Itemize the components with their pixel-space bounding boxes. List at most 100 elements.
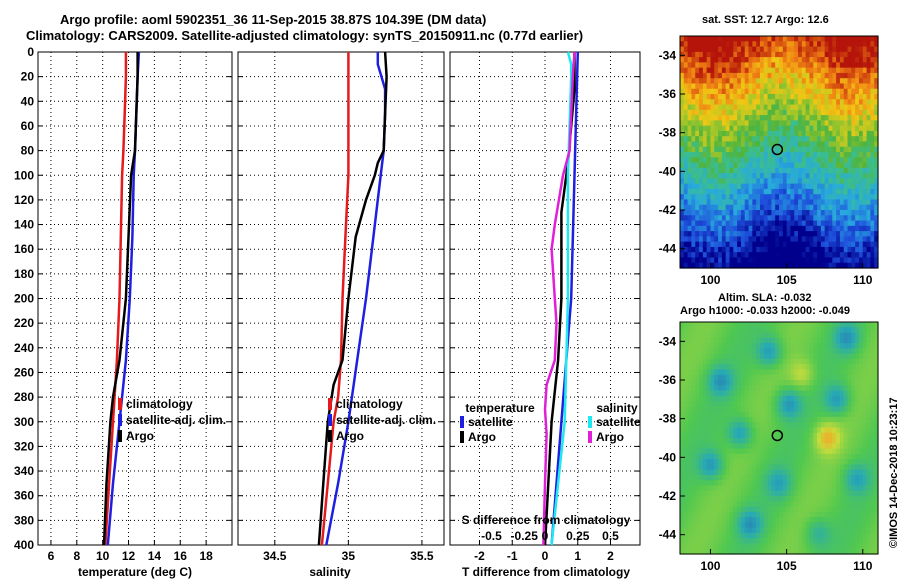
x-tick-label: -1 <box>507 549 518 563</box>
sla-map-lat-tick-label: -36 <box>659 373 677 387</box>
legend-title-temperature: temperature <box>465 401 535 415</box>
x-tick-label: 35 <box>342 549 356 563</box>
sla-map-lon-tick-label: 110 <box>853 559 873 573</box>
x-tick-label: 10 <box>96 549 110 563</box>
sla-map-lat-tick-label: -34 <box>659 334 677 348</box>
sst-map-lat-tick-label: -38 <box>659 126 677 140</box>
x-tick-label: 35.5 <box>410 549 434 563</box>
sst-map-lat-tick-label: -44 <box>659 242 677 256</box>
x-tick-label-salinity-diff: -0.5 <box>481 529 502 543</box>
sst-map-argo-marker <box>771 143 784 156</box>
legend-swatch <box>118 430 122 442</box>
legend-swatch <box>328 430 332 442</box>
legend-label: climatology <box>336 397 403 411</box>
series-line-argo <box>102 52 139 546</box>
legend-label: climatology <box>126 397 193 411</box>
sst-panel-title: sat. SST: 12.7 Argo: 12.6 <box>702 14 829 26</box>
sla-map-lon-tick-label: 100 <box>700 559 720 573</box>
legend-label: satellite <box>596 415 641 429</box>
header-line1: Argo profile: aoml 5902351_36 11-Sep-201… <box>60 12 487 27</box>
x-tick-label: 8 <box>73 549 80 563</box>
depth-tick-label: 360 <box>14 489 34 503</box>
depth-tick-label: 120 <box>14 193 34 207</box>
depth-tick-label: 100 <box>14 168 34 182</box>
depth-tick-label: 240 <box>14 341 34 355</box>
sst-map-lat-tick-label: -40 <box>659 164 677 178</box>
sla-map-lon-tick-label: 105 <box>777 559 797 573</box>
sst-map-lon-tick-label: 110 <box>853 273 873 287</box>
x-tick-label-salinity-diff: -0.25 <box>511 529 539 543</box>
legend-label: Argo <box>596 430 624 444</box>
x-tick-label: 1 <box>574 549 581 563</box>
depth-tick-label: 400 <box>14 538 34 552</box>
depth-tick-label: 220 <box>14 316 34 330</box>
sst-map-lat-tick-label: -34 <box>659 48 677 62</box>
depth-tick-label: 160 <box>14 242 34 256</box>
x-tick-label: 2 <box>607 549 614 563</box>
depth-tick-label: 200 <box>14 292 34 306</box>
series-line-climatology <box>104 52 128 546</box>
series-line-climatology <box>320 52 350 546</box>
sla-map-argo-marker <box>771 429 784 442</box>
x-axis-label-s-difference: S difference from climatology <box>462 513 631 527</box>
legend-swatch <box>118 414 122 426</box>
sst-map-heatmap-cells <box>680 36 879 269</box>
legend-swatch <box>588 431 592 443</box>
legend-title-salinity: salinity <box>596 401 638 415</box>
legend-label: satellite-adj. clim. <box>336 413 436 427</box>
depth-tick-label: 20 <box>21 70 35 84</box>
sst-map-frame <box>679 35 879 269</box>
legend-label: Argo <box>468 430 496 444</box>
legend-label: satellite <box>468 415 513 429</box>
legend-swatch <box>460 431 464 443</box>
x-tick-label: 16 <box>174 549 188 563</box>
sst-map-lon-tick-label: 100 <box>700 273 720 287</box>
legend-label: Argo <box>126 429 154 443</box>
x-tick-label: 12 <box>122 549 136 563</box>
depth-tick-label: 340 <box>14 464 34 478</box>
series-line-salinity-satellite <box>550 51 573 546</box>
x-tick-label: 14 <box>148 549 162 563</box>
series-line-temperature-satellite <box>550 51 580 546</box>
x-tick-label: 18 <box>199 549 213 563</box>
depth-tick-label: 40 <box>21 94 35 108</box>
x-axis-label-salinity: salinity <box>309 565 351 579</box>
sla-map-lat-tick-label: -40 <box>659 450 677 464</box>
x-tick-label-salinity-diff: 0 <box>542 529 549 543</box>
sst-map-lat-tick-label: -42 <box>659 203 677 217</box>
series-line-satellite-adj-clim- <box>325 52 387 546</box>
sla-map-frame <box>679 321 879 555</box>
depth-tick-label: 260 <box>14 365 34 379</box>
x-tick-label-salinity-diff: 0.25 <box>566 529 590 543</box>
depth-tick-label: 320 <box>14 439 34 453</box>
depth-tick-label: 300 <box>14 415 34 429</box>
x-tick-label: -2 <box>474 549 485 563</box>
depth-tick-label: 380 <box>14 513 34 527</box>
series-line-salinity-argo <box>542 51 576 546</box>
x-tick-label-salinity-diff: 0.5 <box>602 529 619 543</box>
legend-swatch <box>460 416 464 428</box>
legend-swatch <box>118 398 122 410</box>
sla-map-lat-tick-label: -38 <box>659 412 677 426</box>
legend-swatch <box>328 414 332 426</box>
depth-tick-label: 60 <box>21 119 35 133</box>
sst-map-lon-tick-label: 105 <box>777 273 797 287</box>
depth-tick-label: 0 <box>27 45 34 59</box>
header-line2: Climatology: CARS2009. Satellite-adjuste… <box>26 28 584 43</box>
depth-tick-label: 180 <box>14 267 34 281</box>
sla-map-heatmap-cells <box>680 322 879 555</box>
depth-tick-label: 280 <box>14 390 34 404</box>
x-tick-label: 34.5 <box>263 549 287 563</box>
sst-map-lat-tick-label: -36 <box>659 87 677 101</box>
legend-label: satellite-adj. clim. <box>126 413 226 427</box>
depth-tick-label: 140 <box>14 218 34 232</box>
sla-map-lat-tick-label: -42 <box>659 489 677 503</box>
x-tick-label: 6 <box>48 549 55 563</box>
x-axis-label-t-difference: T difference from climatology <box>462 565 630 579</box>
sla-panel-title-1: Altim. SLA: -0.032 <box>718 292 812 304</box>
x-axis-label-temperature: temperature (deg C) <box>78 565 192 579</box>
legend-label: Argo <box>336 429 364 443</box>
x-tick-label: 0 <box>542 549 549 563</box>
legend-swatch <box>328 398 332 410</box>
